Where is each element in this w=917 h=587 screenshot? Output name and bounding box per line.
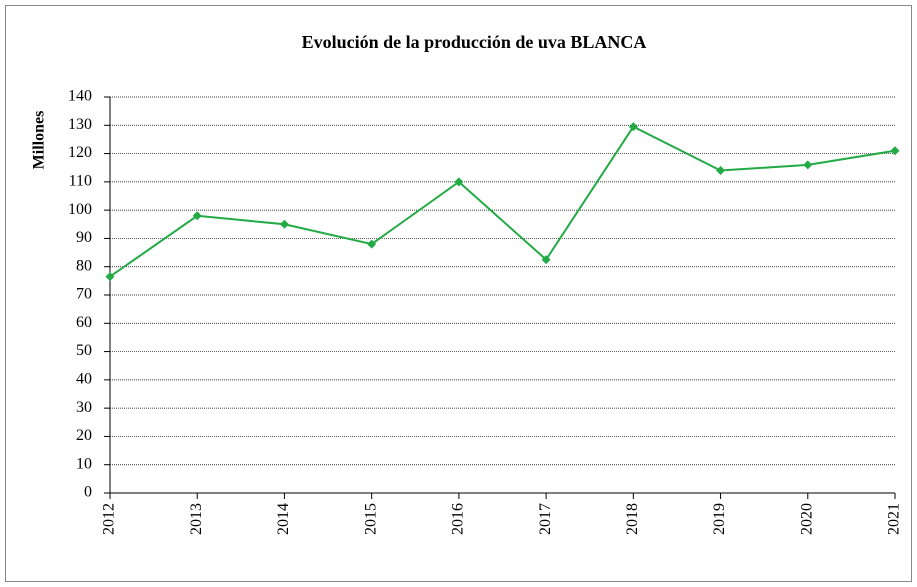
y-tick-label: 20: [76, 427, 92, 444]
y-axis-label: Millones: [31, 111, 48, 170]
y-tick-label: 50: [76, 342, 92, 359]
y-tick-label: 90: [76, 229, 92, 246]
y-tick-label: 60: [76, 314, 92, 331]
marker: [192, 211, 202, 221]
y-tick-label: 110: [69, 173, 92, 190]
y-tick-label: 100: [68, 201, 92, 218]
marker: [367, 239, 377, 249]
marker: [716, 166, 726, 176]
y-tick-label: 140: [68, 88, 92, 105]
x-tick-label: 2020: [798, 503, 815, 535]
y-tick-label: 40: [76, 371, 92, 388]
x-tick-label: 2018: [624, 503, 641, 535]
y-tick-label: 120: [68, 144, 92, 161]
marker: [454, 177, 464, 187]
y-tick-label: 130: [68, 116, 92, 133]
marker: [541, 255, 551, 265]
x-tick-label: 2019: [711, 503, 728, 535]
x-tick-label: 2014: [275, 503, 292, 535]
x-tick-label: 2015: [362, 503, 379, 535]
y-tick-label: 30: [76, 399, 92, 416]
marker: [803, 160, 813, 170]
chart-title: Evolución de la producción de uva BLANCA: [302, 32, 647, 52]
y-tick-label: 70: [76, 286, 92, 303]
x-tick-label: 2013: [188, 503, 205, 535]
x-tick-label: 2016: [450, 503, 467, 535]
line: [109, 125, 896, 278]
marker: [279, 219, 289, 229]
x-tick-label: 2017: [537, 503, 554, 535]
x-tick-label: 2012: [101, 503, 118, 535]
y-tick-label: 80: [76, 257, 92, 274]
y-tick-label: 10: [76, 455, 92, 472]
chart-border: [5, 5, 912, 582]
marker: [628, 122, 638, 132]
marker: [890, 146, 900, 156]
x-tick-label: 2021: [886, 503, 903, 535]
y-tick-label: 0: [84, 484, 92, 501]
marker: [105, 272, 115, 282]
